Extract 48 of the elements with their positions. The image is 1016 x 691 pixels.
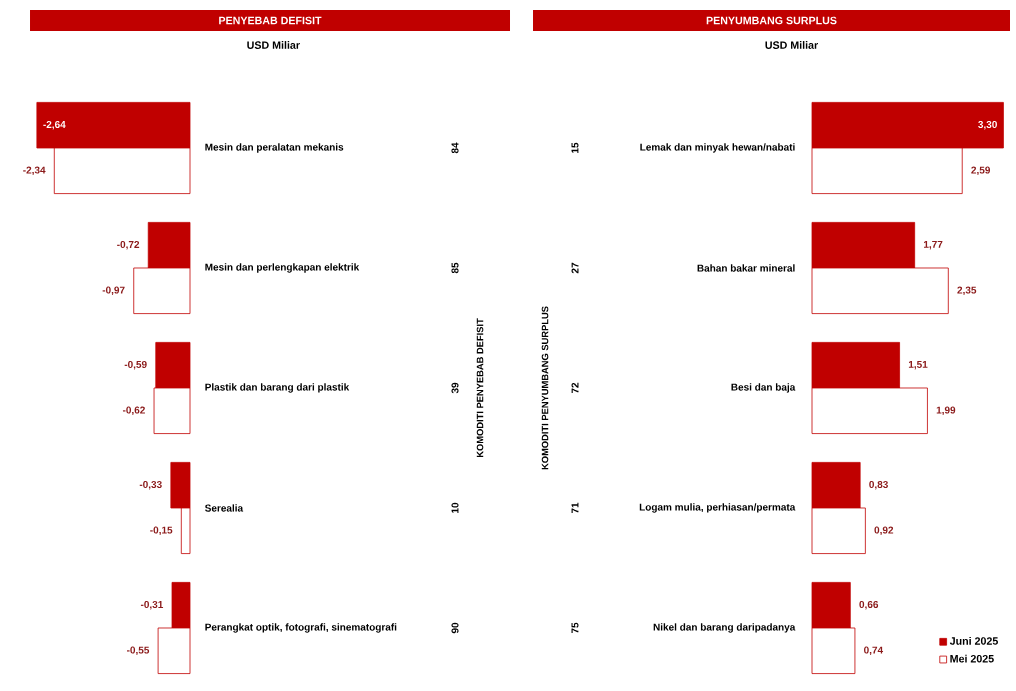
y-tick-label: Logam mulia, perhiasan/permata	[639, 503, 796, 513]
chart-title: PENYUMBANG SURPLUS	[706, 16, 837, 25]
y-tick-label: Bahan bakar mineral	[697, 264, 795, 272]
y-tick-label: Plastik dan barang dari plastik	[205, 383, 350, 393]
data-label: -2,34	[23, 166, 46, 176]
legend-label: Mei 2025	[950, 654, 994, 663]
data-label: 1,51	[908, 360, 928, 370]
y-tick-label: Lemak dan minyak hewan/nabati	[640, 143, 795, 153]
data-label: -0,62	[122, 406, 145, 416]
data-label: -0,59	[124, 360, 147, 370]
text: 90	[451, 622, 459, 634]
data-label: -2,64	[43, 120, 66, 130]
data-label: 1,99	[936, 406, 956, 416]
data-label: 2,59	[971, 166, 991, 176]
y-tick-label: Besi dan baja	[731, 383, 796, 393]
text: 10	[451, 502, 459, 513]
data-label: -0,31	[140, 600, 164, 610]
text: 84	[451, 142, 459, 154]
text: 85	[451, 262, 459, 274]
data-label: 1,77	[924, 240, 943, 250]
text: USD Miliar	[247, 41, 300, 49]
data-label: -0,97	[102, 286, 125, 296]
y-tick-label: Nikel dan barang daripadanya	[653, 623, 796, 633]
data-label: -0,72	[117, 240, 140, 250]
legend-label: Juni 2025	[949, 636, 998, 645]
text: 71	[571, 502, 579, 514]
text: 39	[451, 382, 459, 394]
text: PENYEBAB DEFISIT	[219, 16, 322, 25]
data-label: 0,66	[859, 600, 879, 610]
chart-subtitle: USD Miliar	[765, 41, 819, 49]
data-label: 0,92	[874, 526, 894, 536]
data-label: 0,74	[864, 646, 884, 656]
data-label: 3,30	[978, 120, 997, 130]
y-tick-label: Mesin dan peralatan mekanis	[205, 143, 344, 153]
data-label: -0,33	[139, 480, 162, 490]
text: 27	[571, 262, 579, 274]
data-label: -0,55	[127, 646, 150, 656]
y-tick-label: Serealia	[205, 504, 244, 512]
data-label: 0,83	[869, 480, 888, 490]
text: 15	[571, 142, 579, 153]
data-label: 2,35	[957, 286, 977, 296]
text: 72	[571, 382, 579, 394]
text: 75	[571, 622, 579, 634]
data-label: -0,15	[150, 526, 173, 536]
y-tick-label: Perangkat optik, fotografi, sinematografi	[205, 623, 397, 633]
y-tick-label: Mesin dan perlengkapan elektrik	[205, 263, 360, 273]
y-axis-title: KOMODITI PENYUMBANG SURPLUS	[541, 306, 549, 470]
y-axis-title: KOMODITI PENYEBAB DEFISIT	[476, 318, 484, 458]
